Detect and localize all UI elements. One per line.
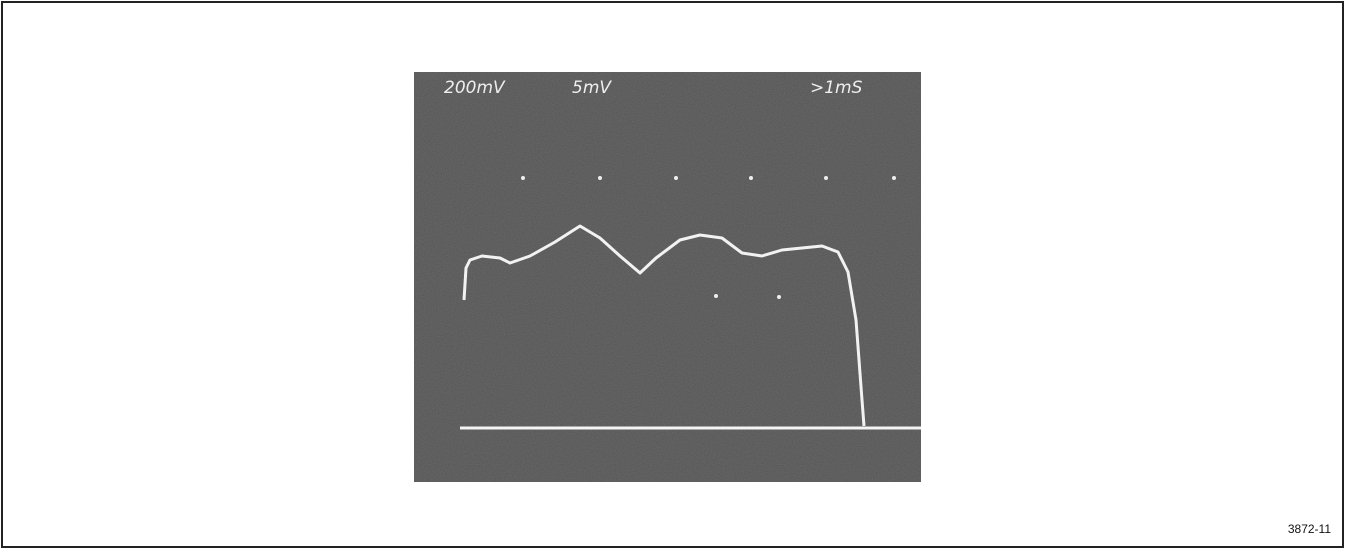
readout: 5mV: [572, 78, 612, 98]
readout: >1mS: [810, 78, 863, 98]
waveform: [462, 224, 866, 427]
graticule-dots: [521, 176, 896, 299]
figure-number: 3872-11: [1287, 522, 1331, 536]
screen-background: [414, 72, 921, 482]
readout: 200mV: [444, 78, 506, 98]
